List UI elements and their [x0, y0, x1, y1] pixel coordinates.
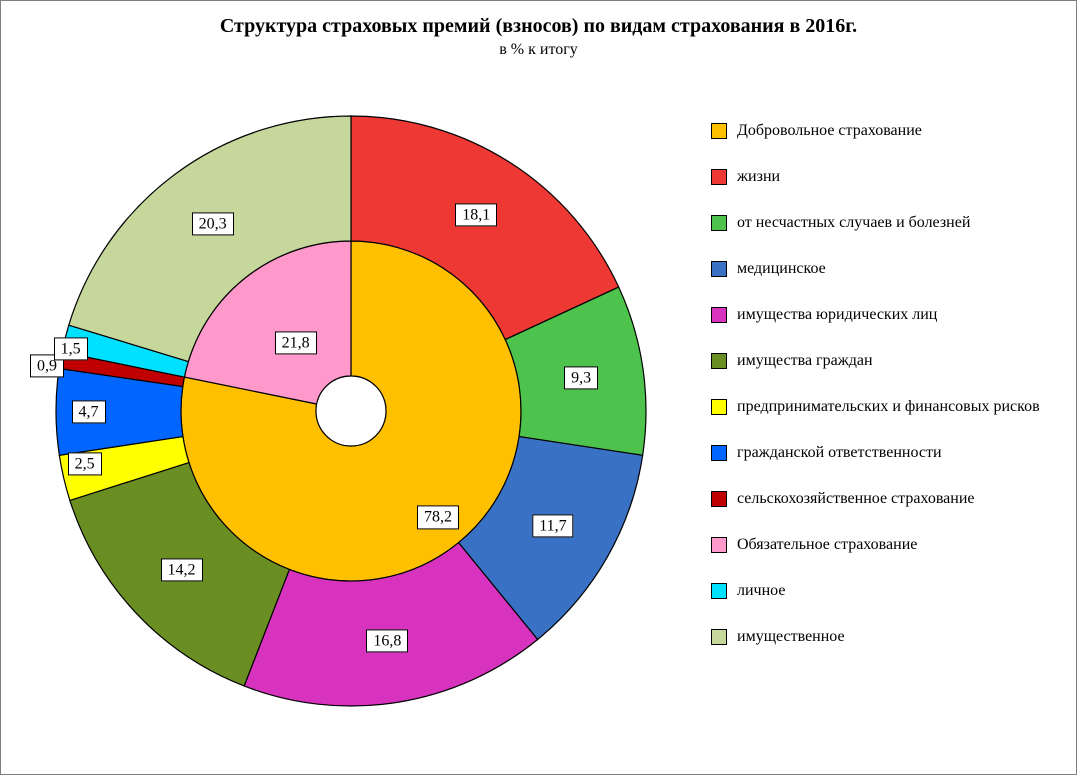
- legend-text: имущества граждан: [737, 351, 873, 371]
- legend-text: медицинское: [737, 259, 826, 279]
- legend-item: Добровольное страхование: [711, 121, 1051, 141]
- legend-text: Добровольное страхование: [737, 121, 922, 141]
- legend-item: медицинское: [711, 259, 1051, 279]
- legend: Добровольное страхование жизни от несчастн…: [711, 121, 1051, 673]
- value-label-medical: 11,7: [532, 515, 573, 538]
- chart-frame: Структура страховых премий (взносов) по …: [0, 0, 1077, 775]
- legend-swatch: [711, 169, 727, 185]
- legend-swatch: [711, 399, 727, 415]
- legend-swatch: [711, 307, 727, 323]
- legend-swatch: [711, 123, 727, 139]
- value-label-business_financial: 2,5: [68, 452, 102, 475]
- legend-swatch: [711, 445, 727, 461]
- legend-text: Обязательное страхование: [737, 535, 917, 555]
- value-label-mandatory: 21,8: [275, 332, 317, 355]
- legend-item: гражданской ответственности: [711, 443, 1051, 463]
- legend-swatch: [711, 537, 727, 553]
- legend-swatch: [711, 261, 727, 277]
- legend-text: имущественное: [737, 627, 845, 647]
- value-label-life: 18,1: [455, 203, 497, 226]
- donut-svg: [41, 81, 661, 741]
- chart-title: Структура страховых премий (взносов) по …: [1, 15, 1076, 38]
- value-label-property_personal: 14,2: [161, 559, 203, 582]
- legend-text: гражданской ответственности: [737, 443, 942, 463]
- legend-item: предпринимательских и финансовых рисков: [711, 397, 1051, 417]
- legend-item: жизни: [711, 167, 1051, 187]
- legend-item: имущества юридических лиц: [711, 305, 1051, 325]
- legend-text: от несчастных случаев и болезней: [737, 213, 970, 233]
- legend-text: имущества юридических лиц: [737, 305, 937, 325]
- legend-text: сельскохозяйственное страхование: [737, 489, 975, 509]
- value-label-personal_mandatory: 1,5: [54, 337, 88, 360]
- legend-swatch: [711, 353, 727, 369]
- legend-item: имущества граждан: [711, 351, 1051, 371]
- legend-item: сельскохозяйственное страхование: [711, 489, 1051, 509]
- legend-swatch: [711, 215, 727, 231]
- legend-item: Обязательное страхование: [711, 535, 1051, 555]
- legend-swatch: [711, 629, 727, 645]
- legend-text: личное: [737, 581, 785, 601]
- value-label-accident: 9,3: [564, 367, 598, 390]
- value-label-property_legal: 16,8: [366, 629, 408, 652]
- legend-swatch: [711, 491, 727, 507]
- chart-subtitle: в % к итогу: [1, 41, 1076, 59]
- donut-chart: 78,221,818,19,311,716,814,22,54,70,91,52…: [41, 81, 661, 741]
- legend-item: имущественное: [711, 627, 1051, 647]
- donut-hole: [316, 376, 386, 446]
- legend-item: личное: [711, 581, 1051, 601]
- value-label-property_mandatory: 20,3: [192, 213, 234, 236]
- legend-swatch: [711, 583, 727, 599]
- legend-item: от несчастных случаев и болезней: [711, 213, 1051, 233]
- value-label-voluntary: 78,2: [417, 506, 459, 529]
- legend-text: жизни: [737, 167, 780, 187]
- legend-text: предпринимательских и финансовых рисков: [737, 397, 1040, 417]
- value-label-civil_liability: 4,7: [72, 400, 106, 423]
